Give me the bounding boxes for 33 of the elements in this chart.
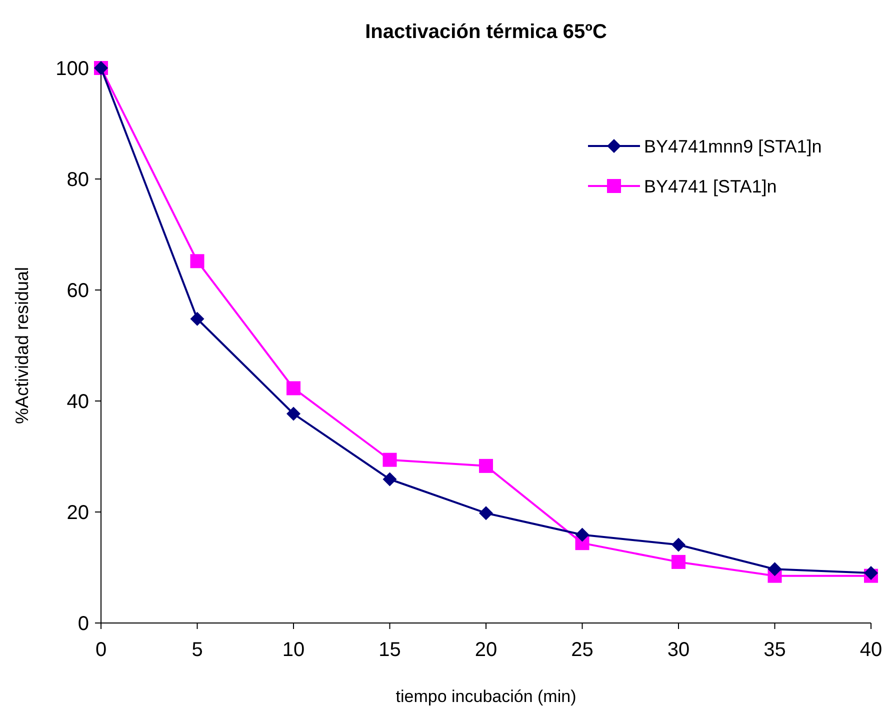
y-tick-label: 80	[66, 169, 89, 191]
point	[672, 538, 686, 552]
x-tick-label: 40	[860, 639, 882, 661]
x-tick-label: 25	[571, 639, 594, 661]
point	[382, 472, 397, 486]
y-tick-label: 40	[66, 391, 89, 413]
point	[382, 452, 397, 467]
x-tick-label: 35	[764, 639, 786, 661]
point	[672, 554, 686, 569]
point	[575, 528, 590, 542]
point	[479, 506, 493, 520]
point	[768, 562, 782, 576]
y-tick-label: 20	[66, 502, 89, 524]
x-tick-label: 5	[192, 639, 203, 661]
x-tick-label: 20	[474, 639, 498, 661]
point	[190, 254, 204, 268]
y-tick-label: 60	[66, 280, 89, 302]
y-tick-label: 0	[78, 613, 89, 635]
x-tick-label: 30	[667, 639, 690, 661]
legend-label: BY4741mnn9 [STA1]n	[644, 136, 822, 156]
y-axis-title: %Actividad residual	[12, 266, 32, 424]
point	[190, 312, 204, 326]
x-tick-label: 10	[282, 639, 305, 661]
y-tick-label: 100	[56, 58, 89, 80]
legend-label: BY4741 [STA1]n	[644, 176, 777, 196]
point	[286, 406, 300, 421]
point	[864, 566, 878, 580]
x-tick-label: 0	[95, 639, 107, 661]
chart-title: Inactivación térmica 65ºC	[365, 21, 607, 43]
x-axis-title: tiempo incubación (min)	[396, 687, 576, 706]
x-tick-label: 15	[378, 639, 401, 661]
point	[286, 381, 300, 396]
point	[479, 458, 493, 473]
